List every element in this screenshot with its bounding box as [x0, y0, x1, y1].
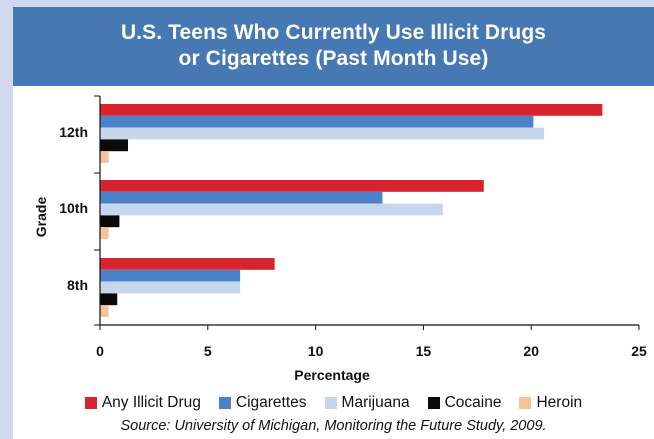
source-note: Source: University of Michigan, Monitori…: [13, 418, 654, 434]
bar-12th-any-illicit-drug: [100, 104, 602, 116]
x-tick-label-15: 15: [416, 343, 432, 359]
y-axis-title: Grade: [33, 197, 49, 238]
bar-10th-marijuana: [100, 204, 443, 216]
bar-12th-cocaine: [100, 139, 128, 151]
x-tick-label-25: 25: [631, 343, 647, 359]
bar-12th-heroin: [100, 151, 109, 163]
legend-label: Cocaine: [445, 394, 502, 412]
x-tick-label-5: 5: [204, 343, 212, 359]
legend-swatch: [85, 397, 97, 409]
legend-label: Heroin: [536, 394, 582, 412]
y-tick-label-8th: 8th: [67, 277, 88, 293]
legend-swatch: [428, 397, 440, 409]
legend-swatch: [519, 397, 531, 409]
legend-item-heroin: Heroin: [519, 394, 582, 412]
legend-item-cigarettes: Cigarettes: [219, 394, 307, 412]
bar-10th-any-illicit-drug: [100, 180, 484, 192]
legend-label: Any Illicit Drug: [102, 394, 201, 412]
bar-8th-cocaine: [100, 293, 117, 305]
bar-8th-heroin: [100, 305, 109, 317]
bar-10th-cigarettes: [100, 192, 382, 204]
y-tick-label-12th: 12th: [59, 124, 88, 140]
y-tick-label-10th: 10th: [59, 200, 88, 216]
chart-legend: Any Illicit Drug Cigarettes Marijuana Cocai…: [13, 394, 654, 412]
x-axis-title: Percentage: [294, 367, 370, 383]
bar-10th-cocaine: [100, 215, 119, 227]
bar-8th-marijuana: [100, 282, 240, 294]
legend-swatch: [219, 397, 231, 409]
legend-item-marijuana: Marijuana: [325, 394, 410, 412]
legend-label: Cigarettes: [236, 394, 307, 412]
bar-12th-cigarettes: [100, 116, 533, 128]
legend-item-cocaine: Cocaine: [428, 394, 502, 412]
x-tick-label-20: 20: [523, 343, 539, 359]
bar-10th-heroin: [100, 227, 109, 239]
x-tick-label-10: 10: [308, 343, 324, 359]
legend-swatch: [325, 397, 337, 409]
bar-8th-cigarettes: [100, 270, 240, 282]
bar-8th-any-illicit-drug: [100, 258, 275, 270]
legend-label: Marijuana: [342, 394, 410, 412]
x-tick-label-0: 0: [96, 343, 104, 359]
bar-12th-marijuana: [100, 128, 544, 140]
legend-item-any-illicit-drug: Any Illicit Drug: [85, 394, 201, 412]
